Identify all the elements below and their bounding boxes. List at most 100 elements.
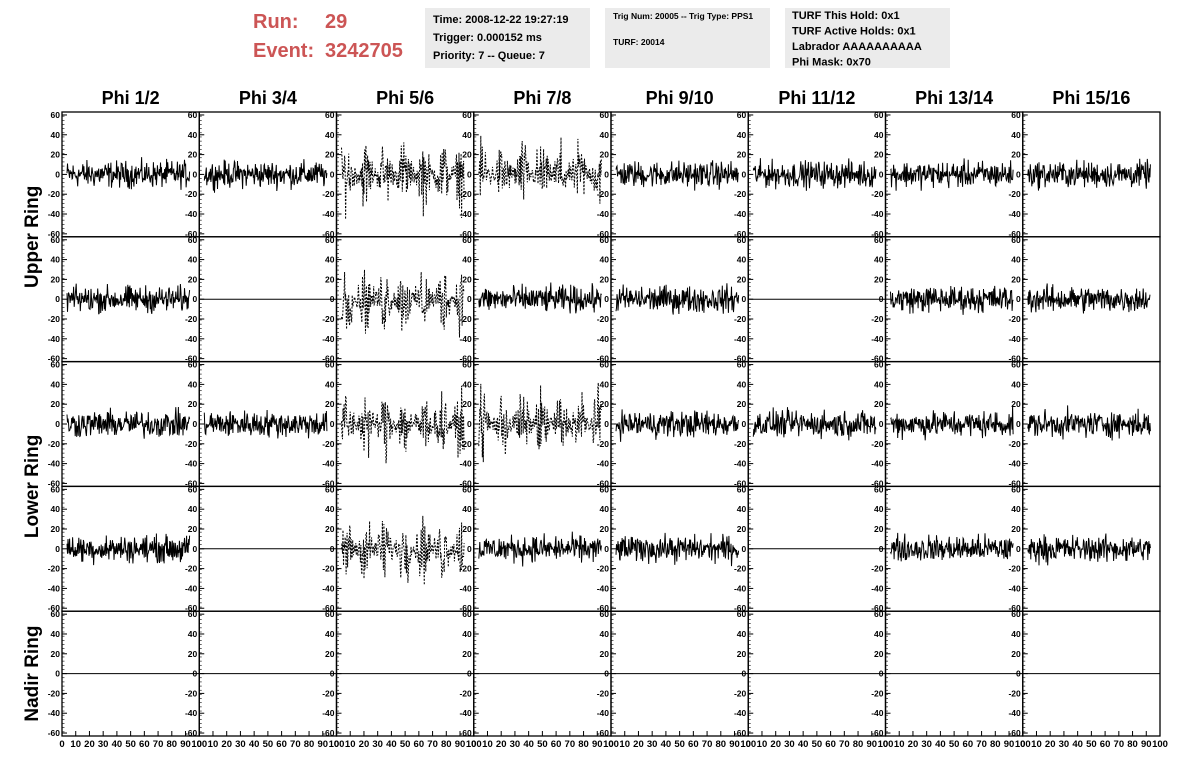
y-tick-label: -20 [185,314,198,324]
y-tick-label: 40 [600,255,610,265]
y-tick-label: 60 [1011,360,1021,370]
x-tick-label: 40 [1072,739,1083,750]
y-tick-label: 40 [462,504,472,514]
event-value: 3242705 [325,40,403,62]
y-tick-label: -20 [1008,688,1021,698]
y-tick-label: 0 [55,294,60,304]
y-tick-label: 20 [188,649,198,659]
y-tick-label: -60 [459,478,472,488]
x-tick-label: 80 [716,739,727,750]
y-tick-label: -40 [48,334,61,344]
x-tick-label: 50 [537,739,548,750]
y-tick-label: 40 [1011,629,1021,639]
y-tick-label: 0 [330,294,335,304]
event-label: Event: [253,40,314,62]
waveform [1027,533,1151,566]
x-tick-label: 60 [551,739,562,750]
y-tick-label: -40 [734,583,747,593]
x-tick-label: 20 [84,739,95,750]
y-tick-label: 40 [600,130,610,140]
waveform [1027,405,1151,441]
y-tick-label: 40 [188,504,198,514]
y-tick-label: 0 [742,169,747,179]
y-tick-label: 20 [325,274,335,284]
y-tick-label: 60 [51,110,61,120]
waveform-panel: 60 40 20 0 -20 -40 -60 [185,484,338,613]
y-tick-label: -60 [597,478,610,488]
y-tick-label: -60 [185,603,198,613]
y-tick-label: -60 [734,229,747,239]
waveform [615,532,740,567]
y-tick-label: -20 [48,314,61,324]
waveform [66,157,191,190]
x-tick-label: 10 [345,739,356,750]
y-tick-label: -60 [1008,354,1021,364]
waveform-panel: 60 40 20 0 -20 -40 -60 [871,360,1024,488]
y-tick-label: -40 [185,334,198,344]
y-tick-label: 20 [462,649,472,659]
x-tick-label: 20 [908,739,919,750]
waveform [341,142,465,220]
column-header: Phi 11/12 [778,88,855,108]
panel-frame [335,236,475,363]
y-tick-label: -40 [322,583,335,593]
y-tick-label: 60 [737,110,747,120]
x-tick-label: 80 [1127,739,1138,750]
y-tick-label: 40 [1011,255,1021,265]
y-tick-label: 60 [874,235,884,245]
waveform-panel: 60 40 20 0 -20 -40 -60 [734,110,887,239]
y-tick-label: 0 [879,294,884,304]
y-tick-label: -20 [48,439,61,449]
waveform-panel: 60 40 20 0 -20 -40 -60 [734,484,887,613]
y-tick-label: 0 [330,669,335,679]
y-tick-label: -40 [48,459,61,469]
column-header: Phi 15/16 [1052,88,1130,108]
y-tick-label: -40 [322,209,335,219]
y-tick-label: -60 [871,603,884,613]
x-tick-label: 90 [1141,739,1152,750]
y-tick-label: -20 [459,189,472,199]
x-tick-label: 0 [59,739,64,750]
x-tick-label: 40 [249,739,260,750]
column-header: Phi 7/8 [513,88,571,108]
x-tick-label: 70 [565,739,576,750]
x-tick-label: 70 [839,739,850,750]
y-tick-label: -40 [1008,334,1021,344]
y-tick-label: 40 [874,255,884,265]
y-tick-label: -20 [322,564,335,574]
y-tick-label: -20 [185,439,198,449]
x-tick-label: 30 [921,739,932,750]
x-tick-label: 20 [1045,739,1056,750]
y-tick-label: -20 [1008,189,1021,199]
x-tick-label: 20 [770,739,781,750]
y-tick-label: 40 [600,379,610,389]
y-tick-label: 40 [737,504,747,514]
waveform [890,285,1014,315]
y-tick-label: 0 [330,544,335,554]
y-tick-label: -40 [734,209,747,219]
y-tick-label: 20 [874,524,884,534]
y-tick-label: -40 [322,334,335,344]
x-tick-label: 60 [963,739,974,750]
y-tick-label: 60 [51,609,61,619]
info-text: Trig Num: 20005 -- Trig Type: PPS1 [613,11,753,21]
y-tick-label: 0 [467,544,472,554]
y-tick-label: 40 [1011,379,1021,389]
waveform [890,158,1014,191]
y-tick-label: -20 [597,189,610,199]
x-tick-label: 0 [608,739,613,750]
y-tick-label: -20 [734,439,747,449]
y-tick-label: 20 [600,649,610,659]
x-tick-label: 30 [647,739,658,750]
y-tick-label: 60 [737,360,747,370]
x-tick-label: 40 [386,739,397,750]
x-tick-label: 20 [496,739,507,750]
y-tick-label: -60 [734,603,747,613]
y-tick-label: 0 [604,169,609,179]
y-tick-label: 60 [188,484,198,494]
